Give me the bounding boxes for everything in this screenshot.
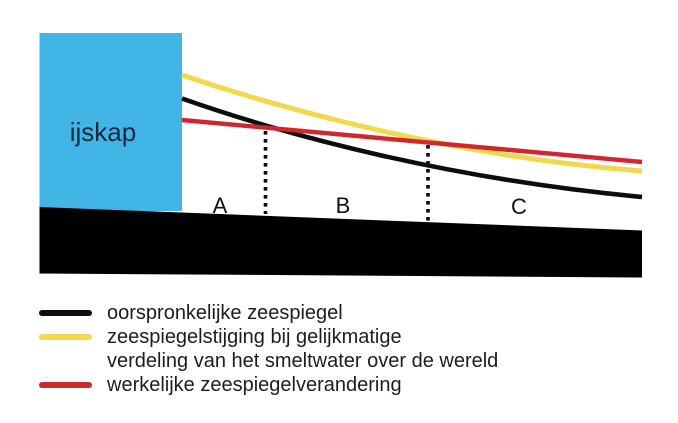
ice-cap-label: ijskap bbox=[70, 117, 136, 147]
black-line-swatch bbox=[39, 310, 92, 316]
ice-cap-block bbox=[39, 33, 182, 211]
region-label-c: C bbox=[511, 194, 527, 219]
legend-label: oorspronkelijke zeespiegel bbox=[107, 302, 343, 324]
region-label-b: B bbox=[336, 193, 351, 218]
legend-label: werkelijke zeespiegelverandering bbox=[107, 374, 402, 396]
original-sea-level-curve bbox=[181, 96, 643, 200]
sea-floor bbox=[39, 207, 642, 278]
yellow-line-swatch bbox=[39, 334, 92, 340]
legend-item-uniform-rise: zeespiegelstijging bij gelijkmatige verd… bbox=[39, 325, 639, 373]
legend-item-actual-change: werkelijke zeespiegelverandering bbox=[39, 373, 639, 397]
uniform-rise-curve bbox=[181, 72, 643, 174]
legend-label-line2: verdeling van het smeltwater over de wer… bbox=[107, 350, 499, 372]
region-label-a: A bbox=[213, 193, 228, 218]
red-line-swatch bbox=[39, 382, 92, 388]
actual-change-curve bbox=[181, 117, 643, 165]
legend-label-line1: zeespiegelstijging bij gelijkmatige bbox=[107, 326, 402, 348]
legend: oorspronkelijke zeespiegel zeespiegelsti… bbox=[39, 301, 639, 397]
legend-item-original-sea-level: oorspronkelijke zeespiegel bbox=[39, 301, 639, 325]
